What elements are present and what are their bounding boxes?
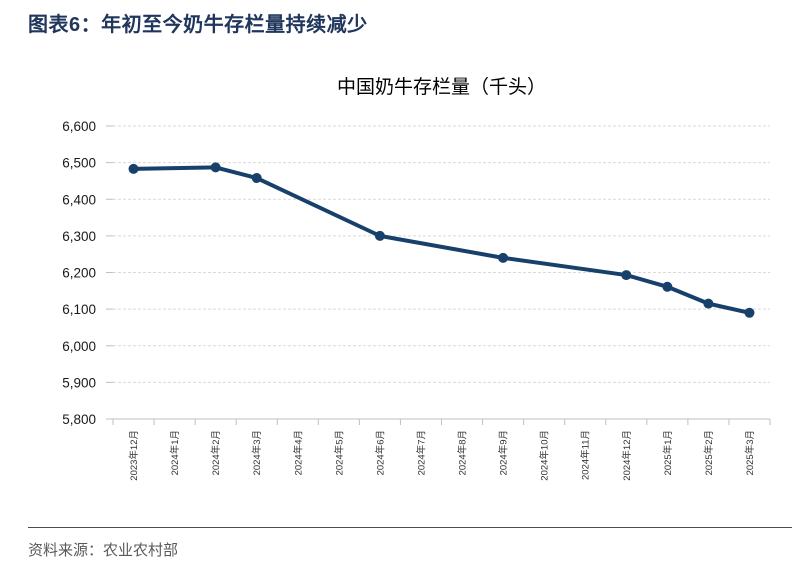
x-axis-tick-label: 2024年1月 <box>169 430 181 475</box>
data-point-marker <box>374 230 385 241</box>
x-axis-tick-label: 2024年9月 <box>498 430 510 475</box>
data-point-marker <box>210 162 221 173</box>
x-axis-tick-label: 2024年8月 <box>457 430 469 475</box>
x-axis-tick-label: 2024年6月 <box>374 430 386 475</box>
source-note: 资料来源：农业农村部 <box>28 542 179 559</box>
x-axis-tick-label: 2024年4月 <box>292 430 304 475</box>
data-point-marker <box>498 252 509 263</box>
chart-title: 中国奶牛存栏量（千头） <box>336 77 546 98</box>
series-line <box>131 165 752 315</box>
data-point-marker <box>621 270 632 281</box>
x-axis-tick-label: 2024年7月 <box>415 430 427 475</box>
data-point-marker <box>251 173 262 184</box>
y-axis-tick-label: 6,000 <box>62 339 96 354</box>
data-point-marker <box>703 298 714 309</box>
y-axis-tick-label: 6,500 <box>62 156 96 171</box>
y-axis-tick-label: 6,600 <box>62 119 96 134</box>
x-axis-tick-label: 2024年2月 <box>210 430 222 475</box>
footer-divider <box>28 527 792 528</box>
data-point-marker <box>744 307 755 318</box>
x-axis-tick-label: 2023年12月 <box>128 430 140 481</box>
data-point-marker <box>662 281 673 292</box>
x-axis-tick-label: 2024年3月 <box>251 430 263 475</box>
y-axis-tick-label: 6,100 <box>62 302 96 317</box>
x-axis-tick-label: 2025年1月 <box>662 430 674 475</box>
x-axis-tick-label: 2024年10月 <box>539 430 551 481</box>
y-axis-tick-label: 6,400 <box>62 192 96 207</box>
x-axis-tick-label: 2025年2月 <box>703 430 715 475</box>
x-axis-tick-label: 2024年11月 <box>580 430 592 480</box>
x-axis-tick-label: 2024年12月 <box>621 430 633 481</box>
figure-title: 图表6：年初至今奶牛存栏量持续减少 <box>28 14 368 36</box>
y-axis-tick-label: 5,900 <box>62 375 96 390</box>
x-axis-tick-label: 2025年3月 <box>744 430 756 475</box>
y-axis-tick-label: 6,200 <box>62 266 96 281</box>
y-axis-tick-label: 6,300 <box>62 229 96 244</box>
x-axis-tick-label: 2024年5月 <box>333 430 345 475</box>
y-axis-tick-label: 5,800 <box>62 412 96 427</box>
data-point-marker <box>128 163 139 174</box>
